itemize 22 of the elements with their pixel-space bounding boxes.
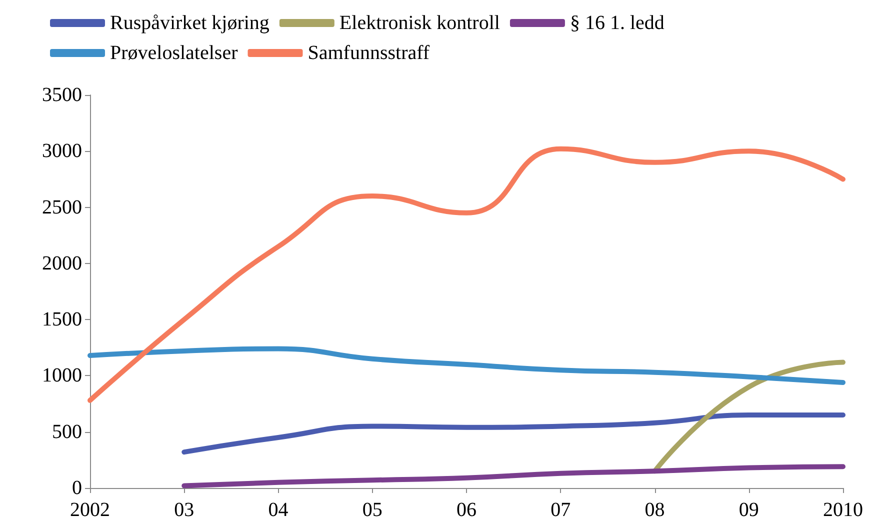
y-tick-label: 0 xyxy=(72,477,82,499)
x-tick-label: 03 xyxy=(174,499,194,521)
x-tick-label: 2010 xyxy=(823,499,863,521)
y-tick-label: 3500 xyxy=(42,84,82,106)
y-tick-label: 1000 xyxy=(42,364,82,387)
legend-label: Prøveloslatelser xyxy=(110,42,238,64)
y-tick-label: 2500 xyxy=(42,196,82,218)
x-tick-label: 05 xyxy=(362,499,382,521)
legend-label: § 16 1. ledd xyxy=(570,12,664,34)
x-tick-label: 08 xyxy=(644,499,665,521)
legend-label: Ruspåvirket kjøring xyxy=(110,12,270,34)
y-tick-label: 500 xyxy=(52,420,82,443)
y-tick-label: 2000 xyxy=(42,252,82,274)
x-tick-label: 07 xyxy=(550,499,571,521)
y-tick-label: 3000 xyxy=(42,140,82,162)
x-tick-label: 04 xyxy=(268,499,288,521)
x-tick-label: 06 xyxy=(456,499,476,521)
legend-label: Elektronisk kontroll xyxy=(339,12,500,34)
y-tick-label: 1500 xyxy=(42,308,82,331)
x-tick-label: 09 xyxy=(738,499,759,521)
x-tick-label: 2002 xyxy=(70,499,110,521)
legend-label: Samfunnsstraff xyxy=(308,42,430,64)
